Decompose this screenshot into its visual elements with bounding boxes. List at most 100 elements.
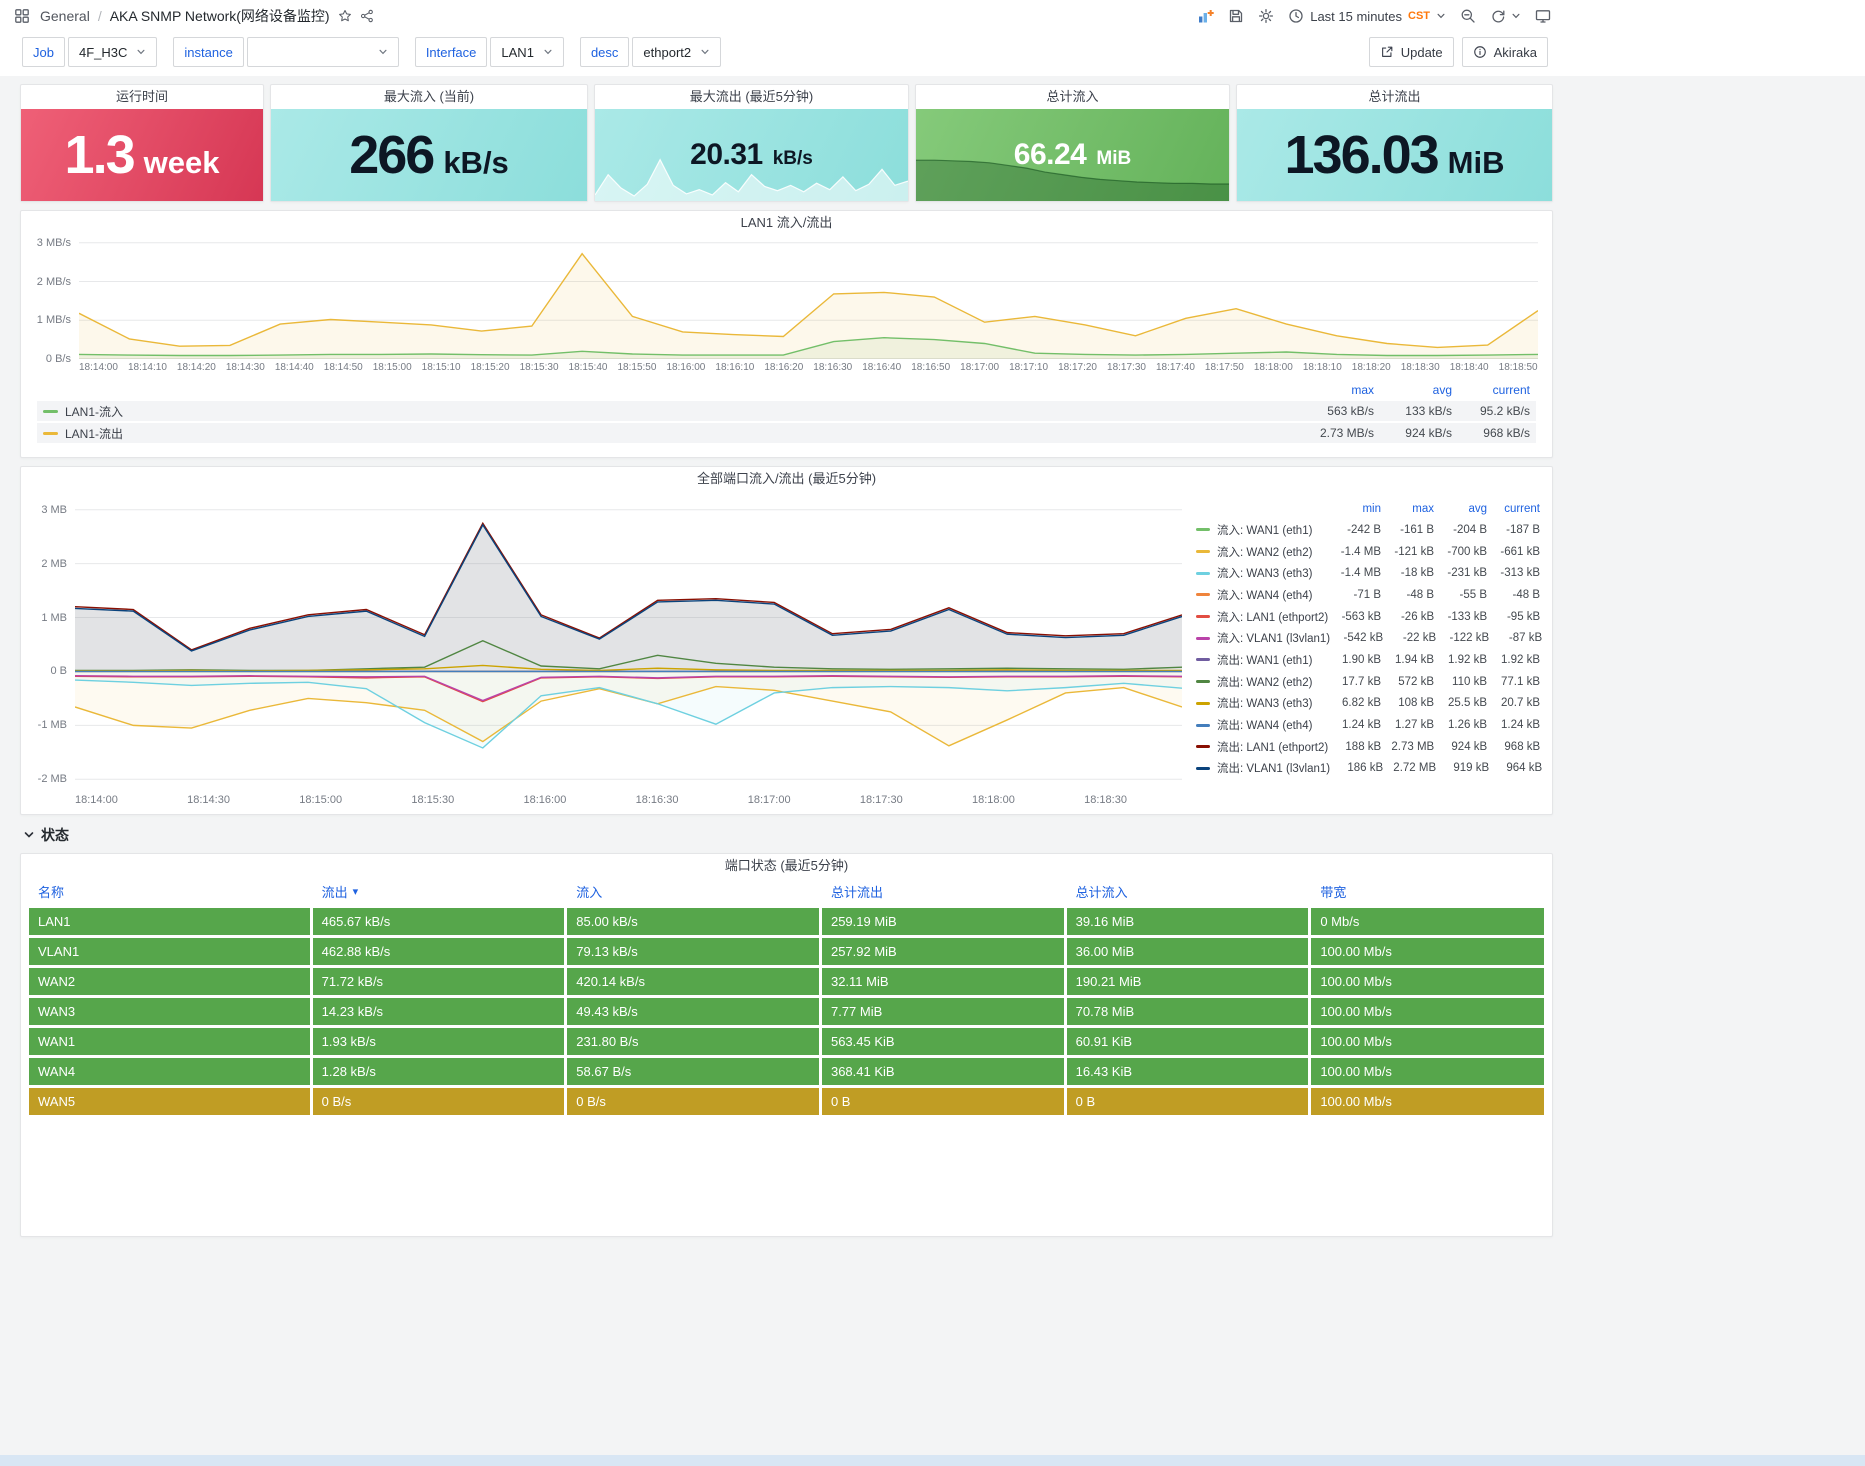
x-tick-label: 18:18:50 bbox=[1498, 362, 1538, 373]
legend-value: 1.92 kB bbox=[1501, 653, 1540, 666]
stat-panel-total-outflow[interactable]: 总计流出 136.03 MiB bbox=[1236, 84, 1553, 202]
lan1-chart-plot[interactable]: 3 MB/s 2 MB/s 1 MB/s 0 B/s bbox=[37, 237, 1538, 365]
legend-series: 流入: VLAN1 (l3vlan1) bbox=[1196, 630, 1330, 646]
column-header-1[interactable]: 流出 ▾ bbox=[321, 885, 359, 900]
legend-value: -700 kB bbox=[1447, 545, 1487, 558]
row-toggle-status[interactable]: 状态 bbox=[22, 825, 1553, 845]
chevron-down-icon bbox=[700, 47, 710, 57]
tv-mode-icon[interactable] bbox=[1535, 8, 1551, 24]
legend-row: 流入: LAN1 (ethport2) -563 kB -26 kB -133 kB -… bbox=[1196, 606, 1540, 628]
all-ports-panel[interactable]: 全部端口流入/流出 (最近5分钟) 3 MB 2 MB 1 MB 0 B -1 MB -2… bbox=[20, 466, 1553, 815]
user-button-label: Akiraka bbox=[1493, 44, 1537, 60]
update-button[interactable]: Update bbox=[1368, 37, 1454, 67]
legend-series-label[interactable]: 流入: WAN3 (eth3) bbox=[1217, 568, 1313, 581]
variable-select-job[interactable]: 4F_H3C bbox=[67, 37, 158, 67]
series-swatch-icon bbox=[1196, 571, 1210, 575]
legend-series-label[interactable]: 流入: VLAN1 (l3vlan1) bbox=[1217, 633, 1331, 646]
variable-select-interface[interactable]: LAN1 bbox=[490, 37, 564, 67]
clock-icon bbox=[1288, 8, 1304, 24]
port-status-table-panel[interactable]: 端口状态 (最近5分钟) 名称 流出 ▾ 流入 总计流出 总计流入 带宽 LAN1 465.67… bbox=[20, 853, 1553, 1237]
stat-unit: MiB bbox=[1447, 145, 1505, 180]
legend-column-max[interactable]: max bbox=[1351, 383, 1374, 397]
legend-column-current[interactable]: current bbox=[1504, 503, 1540, 515]
legend-value: -563 kB bbox=[1341, 610, 1382, 623]
legend-column-min[interactable]: min bbox=[1362, 503, 1381, 515]
legend-series: 流出: WAN2 (eth2) bbox=[1196, 674, 1328, 690]
table-cell: 1.93 kB/s bbox=[312, 1028, 565, 1055]
legend-series-label[interactable]: 流出: WAN2 (eth2) bbox=[1217, 676, 1313, 689]
legend-value: 964 kB bbox=[1506, 762, 1543, 775]
y-tick-label: 0 B bbox=[50, 665, 67, 678]
table-cell: 420.14 kB/s bbox=[567, 968, 819, 995]
legend-value: -122 kB bbox=[1449, 632, 1490, 645]
variable-value-desc: ethport2 bbox=[643, 44, 692, 60]
breadcrumb-root[interactable]: General bbox=[40, 8, 90, 24]
add-panel-icon[interactable] bbox=[1198, 8, 1214, 24]
legend-value: 110 kB bbox=[1452, 675, 1487, 688]
refresh-icon[interactable] bbox=[1490, 8, 1506, 24]
ports-chart-plot[interactable]: 3 MB 2 MB 1 MB 0 B -1 MB -2 MB bbox=[38, 499, 1182, 790]
legend-series-label[interactable]: LAN1-流出 bbox=[65, 426, 124, 441]
table-row: WAN4 1.28 kB/s 58.67 B/s 368.41 KiB 16.43 Ki… bbox=[29, 1058, 1544, 1085]
stat-panel-max-outflow[interactable]: 最大流出 (最近5分钟) 20.31 kB/s bbox=[594, 84, 909, 202]
column-header-2[interactable]: 流入 bbox=[576, 885, 603, 900]
time-range-picker[interactable]: Last 15 minutes CST bbox=[1288, 8, 1446, 24]
legend-series-label[interactable]: LAN1-流入 bbox=[65, 404, 124, 419]
legend-series-label[interactable]: 流入: WAN1 (eth1) bbox=[1217, 524, 1313, 537]
table-cell: 100.00 Mb/s bbox=[1311, 1058, 1544, 1085]
legend-series-label[interactable]: 流出: VLAN1 (l3vlan1) bbox=[1217, 763, 1331, 776]
column-header-4[interactable]: 总计流入 bbox=[1075, 885, 1128, 900]
panel-title: 总计流出 bbox=[1368, 89, 1421, 104]
series-swatch-icon bbox=[1196, 593, 1210, 597]
column-header-3[interactable]: 总计流出 bbox=[830, 885, 883, 900]
column-header-5[interactable]: 带宽 bbox=[1320, 885, 1347, 900]
y-tick-label: 3 MB bbox=[41, 503, 67, 516]
user-button[interactable]: Akiraka bbox=[1461, 37, 1548, 67]
legend-column-max[interactable]: max bbox=[1412, 503, 1434, 515]
variable-select-instance[interactable] bbox=[246, 37, 399, 67]
lan1-legend: max avg current LAN1-流入 563 kB/s 133 kB/s 95.2… bbox=[37, 381, 1536, 443]
legend-series-label[interactable]: 流入: WAN2 (eth2) bbox=[1217, 546, 1313, 559]
legend-series-label[interactable]: 流出: WAN4 (eth4) bbox=[1217, 720, 1313, 733]
variable-label-instance: instance bbox=[173, 37, 244, 67]
legend-series-label[interactable]: 流出: WAN1 (eth1) bbox=[1217, 654, 1313, 667]
share-icon[interactable] bbox=[360, 9, 374, 23]
legend-series: 流入: LAN1 (ethport2) bbox=[1196, 609, 1328, 625]
table-cell: 70.78 MiB bbox=[1066, 998, 1309, 1025]
horizontal-scrollbar[interactable] bbox=[0, 1455, 1865, 1466]
stat-panel-max-inflow[interactable]: 最大流入 (当前) 266 kB/s bbox=[270, 84, 588, 202]
stat-panel-total-inflow[interactable]: 总计流入 66.24 MiB bbox=[915, 84, 1230, 202]
x-tick-label: 18:17:40 bbox=[1155, 362, 1195, 373]
legend-series-label[interactable]: 流出: WAN3 (eth3) bbox=[1217, 698, 1313, 711]
x-tick-label: 18:14:00 bbox=[75, 794, 118, 806]
x-tick-label: 18:14:40 bbox=[274, 362, 314, 373]
star-icon[interactable] bbox=[338, 9, 352, 23]
chevron-down-icon bbox=[136, 47, 146, 57]
save-dashboard-icon[interactable] bbox=[1228, 8, 1244, 24]
table-cell: 1.28 kB/s bbox=[312, 1058, 565, 1085]
table-cell: 39.16 MiB bbox=[1066, 908, 1309, 935]
refresh-interval-chevron-icon[interactable] bbox=[1511, 11, 1521, 21]
dashboard-title[interactable]: AKA SNMP Network(网络设备监控) bbox=[109, 8, 330, 24]
panel-title: 最大流出 (最近5分钟) bbox=[689, 89, 814, 104]
dashboard-settings-icon[interactable] bbox=[1258, 8, 1274, 24]
lan1-traffic-panel[interactable]: LAN1 流入/流出 3 MB/s 2 MB/s 1 MB/s 0 B/s 18:14… bbox=[20, 210, 1553, 458]
variable-select-desc[interactable]: ethport2 bbox=[632, 37, 722, 67]
apps-grid-icon[interactable] bbox=[14, 8, 30, 24]
stat-value: 266 bbox=[349, 125, 435, 185]
table-cell: 60.91 KiB bbox=[1066, 1028, 1309, 1055]
stat-panel-uptime[interactable]: 运行时间 1.3 week bbox=[20, 84, 264, 202]
legend-value: -204 B bbox=[1453, 523, 1487, 536]
column-header-0[interactable]: 名称 bbox=[38, 885, 65, 900]
legend-column-avg[interactable]: avg bbox=[1432, 383, 1452, 397]
legend-column-current[interactable]: current bbox=[1492, 383, 1530, 397]
legend-series-label[interactable]: 流入: LAN1 (ethport2) bbox=[1217, 611, 1329, 624]
time-range-label: Last 15 minutes bbox=[1310, 8, 1402, 24]
legend-column-avg[interactable]: avg bbox=[1468, 503, 1487, 515]
legend-value: 1.90 kB bbox=[1342, 653, 1381, 666]
legend-series-label[interactable]: 流出: LAN1 (ethport2) bbox=[1217, 741, 1329, 754]
lan1-plot-svg bbox=[79, 237, 1538, 359]
zoom-out-icon[interactable] bbox=[1460, 8, 1476, 24]
legend-series-label[interactable]: 流入: WAN4 (eth4) bbox=[1217, 589, 1313, 602]
